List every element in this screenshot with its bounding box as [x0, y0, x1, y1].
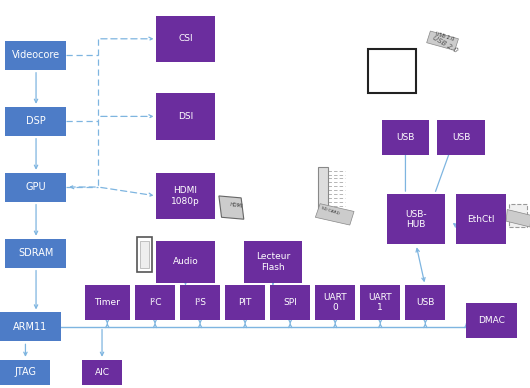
Text: USB 2.0: USB 2.0	[435, 31, 454, 42]
Text: UART
1: UART 1	[368, 293, 392, 312]
Text: Lecteur
Flash: Lecteur Flash	[256, 252, 290, 272]
Bar	[315, 285, 355, 320]
Text: Videocore: Videocore	[12, 50, 60, 60]
Bar	[156, 16, 215, 62]
Bar	[180, 285, 220, 320]
Bar	[156, 93, 215, 140]
Text: USB: USB	[416, 298, 435, 307]
Text: EthCtl: EthCtl	[467, 215, 494, 224]
Text: JTAG: JTAG	[14, 367, 36, 377]
Text: HDMI: HDMI	[229, 202, 243, 209]
Bar	[140, 241, 149, 268]
Polygon shape	[315, 204, 354, 225]
Bar	[0, 360, 50, 385]
Bar	[5, 41, 66, 70]
Bar	[466, 303, 517, 338]
Bar	[368, 48, 416, 93]
Bar	[405, 285, 445, 320]
Text: USB: USB	[396, 133, 414, 142]
Polygon shape	[427, 31, 458, 50]
Text: PIT: PIT	[238, 298, 252, 307]
Bar	[137, 237, 152, 272]
Bar	[387, 194, 445, 244]
Bar	[382, 120, 429, 155]
Bar	[135, 285, 175, 320]
Text: Timer: Timer	[94, 298, 120, 307]
Bar	[244, 241, 302, 283]
Bar	[85, 285, 130, 320]
Polygon shape	[219, 196, 244, 219]
Bar	[318, 167, 328, 210]
Text: Audio: Audio	[173, 257, 198, 267]
Text: CSI: CSI	[178, 34, 193, 43]
Bar	[0, 312, 61, 341]
Text: SD CARD: SD CARD	[321, 206, 340, 216]
Text: HDMI
1080p: HDMI 1080p	[171, 186, 200, 206]
Bar	[156, 173, 215, 219]
Bar	[456, 194, 506, 244]
Bar	[156, 241, 215, 283]
Bar	[82, 360, 122, 385]
Text: GPU: GPU	[25, 182, 46, 192]
Polygon shape	[506, 210, 530, 227]
Bar	[5, 173, 66, 202]
Bar	[360, 285, 400, 320]
Text: I²C: I²C	[149, 298, 161, 307]
Text: ARM11: ARM11	[13, 322, 48, 332]
Bar	[5, 107, 66, 136]
Text: SDRAM: SDRAM	[18, 248, 54, 258]
Text: USB: USB	[452, 133, 470, 142]
Bar	[509, 204, 527, 227]
Text: USB-
HUB: USB- HUB	[405, 210, 427, 229]
Bar	[225, 285, 265, 320]
Text: UART
0: UART 0	[323, 293, 347, 312]
Text: SPI: SPI	[284, 298, 297, 307]
Bar	[437, 120, 485, 155]
Text: USB 2.0: USB 2.0	[432, 34, 459, 54]
Text: I³S: I³S	[194, 298, 206, 307]
Text: DMAC: DMAC	[478, 315, 505, 325]
Bar	[5, 239, 66, 268]
Text: DSI: DSI	[178, 112, 193, 121]
Bar	[270, 285, 310, 320]
Text: DSP: DSP	[26, 116, 46, 126]
Text: AIC: AIC	[94, 368, 110, 377]
